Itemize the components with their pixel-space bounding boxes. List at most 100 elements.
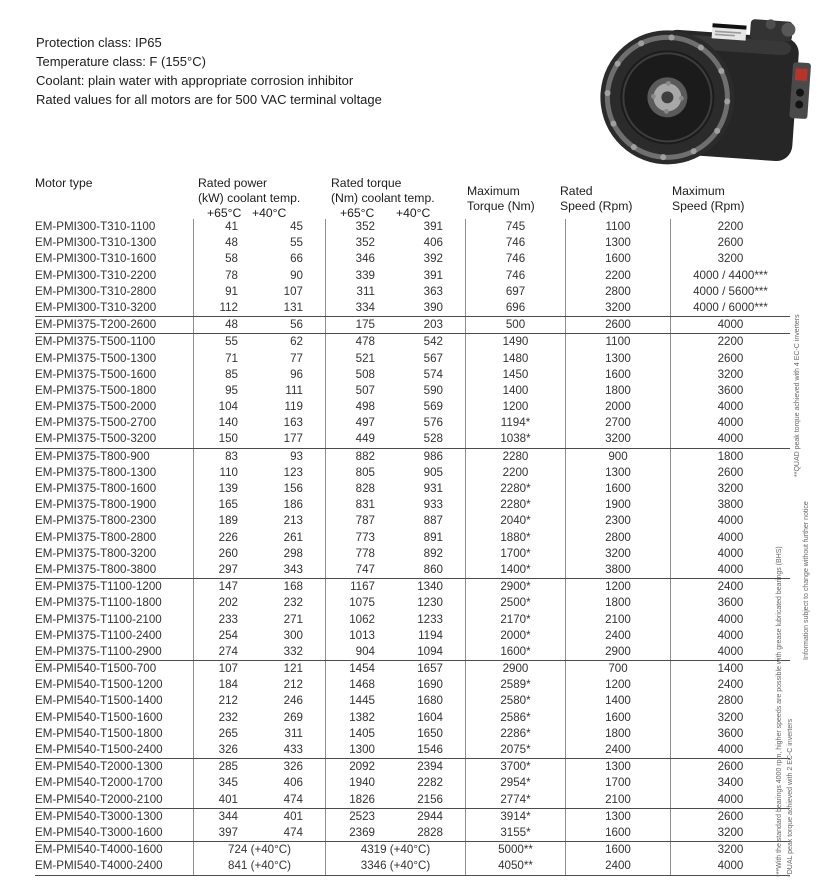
cell-max-torque: 1400* (465, 561, 565, 579)
cell-rated-speed: 1600 (565, 709, 670, 726)
cell-max-torque: 1450 (465, 366, 565, 383)
cell-torque-40: 1546 (417, 743, 443, 756)
cell-max-speed: 4000 (670, 627, 790, 644)
table-group: EM-PMI540-T3000-1300 344 401 2523 2944 3914* 1… (35, 808, 790, 843)
cell-power-40: 474 (283, 792, 303, 806)
table-row: EM-PMI540-T1500-2400 326 433 1300 1546 2075* 2… (35, 742, 790, 759)
table-row: EM-PMI540-T3000-1600 397 474 2369 2828 3155* 1… (35, 824, 790, 842)
cell-max-speed: 4000 (670, 742, 790, 759)
cell-torque-65: 1445 (325, 693, 390, 710)
cell-rated-speed: 1300 (565, 350, 670, 367)
cell-power-65: 58 (193, 251, 258, 268)
table-group: EM-PMI540-T1500-700 107 121 1454 1657 2900 700… (35, 661, 790, 760)
cell-torque-40: 1230 (417, 596, 443, 610)
cell-rated-speed: 1800 (565, 725, 670, 743)
cell-power-65: 147 (193, 579, 258, 596)
cell-rated-speed: 1300 (565, 464, 670, 482)
cell-torque-65: 1075 (325, 595, 390, 612)
cell-max-torque: 1480 (465, 350, 565, 367)
cell-power-40: 121 (283, 662, 303, 676)
cell-max-torque: 746 (465, 267, 565, 284)
cell-rated-speed: 3200 (565, 431, 670, 448)
cell-torque-65: 352 (325, 235, 390, 252)
cell-motor-type: EM-PMI375-T800-3800 (35, 562, 157, 576)
table-row: EM-PMI540-T2000-1700 345 406 1940 2282 2954* 1… (35, 775, 790, 792)
cell-torque-40: 1650 (417, 726, 443, 740)
cell-power-65: 107 (193, 661, 258, 678)
cell-rated-speed: 1800 (565, 595, 670, 612)
cell-torque-65: 497 (325, 415, 390, 432)
max-speed-line2: Speed (Rpm) (672, 199, 745, 213)
table-row: EM-PMI375-T1100-1200 147 168 1167 1340 2900* 1… (35, 579, 790, 596)
cell-rated-speed: 1300 (565, 759, 670, 776)
spec-table: Motor type Rated power (kW) coolant temp… (35, 175, 790, 876)
cell-power-65: 274 (193, 643, 258, 661)
cell-power-40: 311 (284, 726, 303, 740)
cell-power-65: 112 (193, 299, 258, 317)
cell-torque-65: 2523 (325, 808, 390, 826)
coolant-line: Coolant: plain water with appropriate co… (36, 73, 354, 88)
table-row: EM-PMI300-T310-1100 41 45 352 391 745 1100 2200 (35, 219, 790, 236)
cell-power-40: 232 (283, 596, 303, 610)
cell-max-speed: 4000 (670, 529, 790, 546)
cell-motor-type: EM-PMI375-T500-2000 (35, 400, 157, 414)
cell-max-torque: 1880* (465, 529, 565, 546)
cell-max-torque: 1400 (465, 382, 565, 400)
cell-rated-speed: 3800 (565, 561, 670, 579)
cell-max-speed: 3800 (670, 497, 790, 514)
cell-motor-type: EM-PMI540-T2000-1300 (35, 760, 163, 774)
cell-power-40: 271 (283, 612, 303, 626)
cell-max-torque: 2500* (465, 595, 565, 612)
cell-max-speed: 3200 (670, 366, 790, 383)
max-speed-line1: Maximum (672, 184, 725, 198)
cell-torque-40: 1690 (417, 678, 443, 692)
cell-power-65: 139 (193, 481, 258, 498)
cell-rated-speed: 2100 (565, 791, 670, 808)
cell-motor-type: EM-PMI300-T310-3200 (35, 300, 157, 314)
cell-max-speed: 2400 (670, 579, 790, 596)
cell-torque-65: 747 (325, 561, 390, 579)
col-header-max-speed: Maximum Speed (Rpm) (672, 184, 744, 214)
cell-rated-speed: 1700 (565, 775, 670, 792)
cell-rated-speed: 2900 (565, 643, 670, 661)
table-row: EM-PMI540-T1500-1200 184 212 1468 1690 2589* 1… (35, 677, 790, 694)
cell-torque-65: 339 (325, 267, 390, 284)
table-row: EM-PMI375-T500-2000 104 119 498 569 1200 2000 4… (35, 399, 790, 416)
cell-rated-speed: 1300 (565, 235, 670, 252)
cell-torque-40: 905 (423, 465, 443, 479)
cell-torque-40: 933 (423, 498, 443, 512)
cell-rated-speed: 2400 (565, 742, 670, 759)
cell-max-speed: 3600 (670, 595, 790, 612)
cell-power-65: 841 (+40°C) (193, 858, 325, 875)
cell-power-65: 189 (193, 513, 258, 530)
cell-max-speed: 4000 (670, 399, 790, 416)
cell-torque-65: 1062 (325, 611, 390, 628)
cell-power-40: 269 (283, 710, 303, 724)
cell-rated-speed: 2400 (565, 858, 670, 875)
cell-torque-65: 1468 (325, 677, 390, 694)
cell-power-65: 104 (193, 399, 258, 416)
cell-max-torque: 2280* (465, 481, 565, 498)
cell-torque-65: 175 (325, 317, 390, 334)
table-row: EM-PMI375-T1100-1800 202 232 1075 1230 2500* 1… (35, 595, 790, 612)
table-row: EM-PMI300-T310-1600 58 66 346 392 746 1600 3200 (35, 251, 790, 268)
cell-power-40: 107 (283, 284, 303, 298)
cell-power-65: 140 (193, 415, 258, 432)
cell-torque-65: 498 (325, 399, 390, 416)
col-header-power-40c: +40°C (252, 206, 287, 220)
cell-torque-40: 887 (423, 514, 443, 528)
cell-motor-type: EM-PMI375-T800-1300 (35, 465, 157, 479)
table-row: EM-PMI540-T1500-1800 265 311 1405 1650 2286* 1… (35, 725, 790, 743)
cell-max-speed: 4000 (670, 545, 790, 563)
cell-rated-speed: 1100 (565, 219, 670, 236)
cell-motor-type: EM-PMI375-T500-1100 (35, 335, 156, 349)
table-group: EM-PMI375-T1100-1200 147 168 1167 1340 2900* 1… (35, 579, 790, 662)
col-header-power-65c: +65°C (207, 206, 242, 220)
cell-motor-type: EM-PMI375-T800-3200 (35, 546, 157, 560)
col-header-rated-speed: Rated Speed (Rpm) (560, 184, 632, 214)
cell-power-65: 326 (193, 742, 258, 759)
cell-torque-40: 1233 (417, 612, 443, 626)
cell-torque-40: 892 (423, 546, 443, 560)
cell-torque-65: 1382 (325, 709, 390, 726)
cell-max-torque: 746 (465, 251, 565, 268)
